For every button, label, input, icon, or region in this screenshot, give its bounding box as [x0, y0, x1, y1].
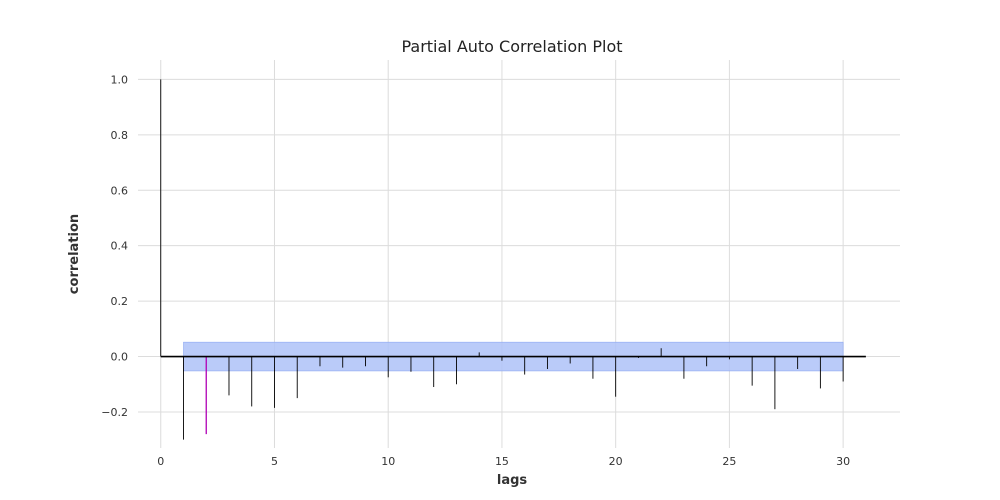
tick-label-layer: 0 5 10 15 20 25 30 −0.2 0.0 0.2 0.4 0.6 0.8 1.0 — [101, 73, 850, 468]
y-tick-label: 0.2 — [111, 295, 129, 308]
x-tick-label: 30 — [836, 455, 850, 468]
x-tick-label: 0 — [157, 455, 164, 468]
y-tick-label: 0.0 — [111, 351, 129, 364]
grid-layer — [138, 60, 900, 448]
y-tick-label: 0.6 — [111, 184, 129, 197]
bar-layer — [160, 79, 866, 440]
chart-title: Partial Auto Correlation Plot — [401, 37, 622, 56]
x-tick-label: 5 — [271, 455, 278, 468]
x-tick-label: 15 — [495, 455, 509, 468]
y-axis-label: correlation — [67, 214, 82, 294]
x-axis-label: lags — [497, 473, 528, 488]
x-tick-label: 10 — [381, 455, 395, 468]
y-tick-label: 0.8 — [111, 129, 129, 142]
x-tick-label: 25 — [722, 455, 736, 468]
x-tick-label: 20 — [609, 455, 623, 468]
y-tick-label: 1.0 — [111, 73, 129, 86]
y-tick-label: 0.4 — [111, 240, 129, 253]
y-tick-label: −0.2 — [101, 406, 128, 419]
